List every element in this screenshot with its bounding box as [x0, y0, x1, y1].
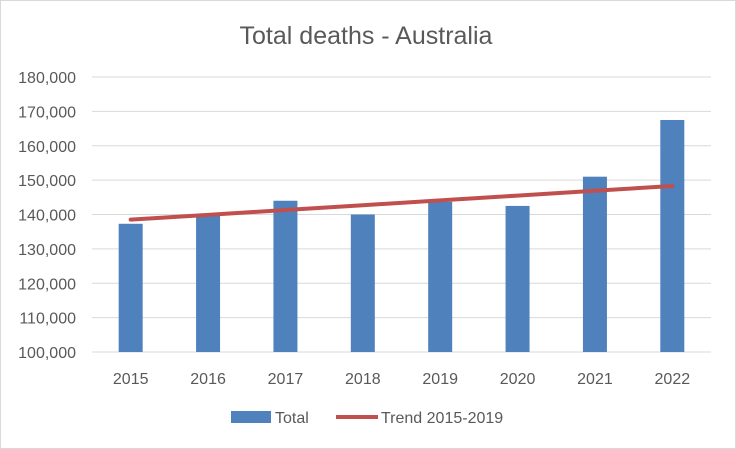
- x-tick-label: 2022: [655, 371, 691, 388]
- trend-line: [128, 183, 675, 222]
- y-tick-label: 140,000: [18, 208, 76, 225]
- trend-series: [128, 183, 675, 222]
- bar-2016: [196, 214, 221, 352]
- x-tick-label: 2015: [113, 371, 149, 388]
- y-tick-label: 170,000: [18, 104, 76, 121]
- bar-2017: [273, 200, 298, 352]
- bar-2018: [350, 214, 375, 352]
- y-tick-label: 150,000: [18, 173, 76, 190]
- x-tick-label: 2019: [422, 371, 458, 388]
- legend: Total Trend 2015-2019: [231, 410, 503, 427]
- bar-2022: [660, 119, 685, 352]
- bar-2015: [118, 223, 143, 352]
- x-tick-label: 2017: [268, 371, 304, 388]
- y-tick-label: 100,000: [18, 345, 76, 362]
- legend-label-trend: Trend 2015-2019: [381, 410, 503, 427]
- y-tick-label: 160,000: [18, 139, 76, 156]
- legend-label-total: Total: [275, 410, 309, 427]
- y-axis-ticks: 100,000 110,000 120,000 130,000 140,000 150,0…: [18, 70, 76, 362]
- legend-swatch-total: [231, 411, 271, 423]
- x-tick-label: 2020: [500, 371, 536, 388]
- chart-title: Total deaths - Australia: [240, 22, 493, 50]
- y-tick-label: 120,000: [18, 276, 76, 293]
- x-tick-label: 2016: [190, 371, 226, 388]
- y-tick-label: 130,000: [18, 242, 76, 259]
- y-tick-label: 180,000: [18, 70, 76, 87]
- bar-2019: [428, 201, 453, 352]
- x-axis-ticks: 2015 2016 2017 2018 2019 2020 2021 2022: [113, 371, 690, 388]
- x-tick-label: 2018: [345, 371, 381, 388]
- bar-2020: [505, 205, 530, 352]
- x-tick-label: 2021: [577, 371, 613, 388]
- bar-series: [118, 119, 685, 352]
- y-tick-label: 110,000: [19, 311, 76, 328]
- gridlines: [92, 76, 711, 353]
- bar-2021: [582, 176, 607, 352]
